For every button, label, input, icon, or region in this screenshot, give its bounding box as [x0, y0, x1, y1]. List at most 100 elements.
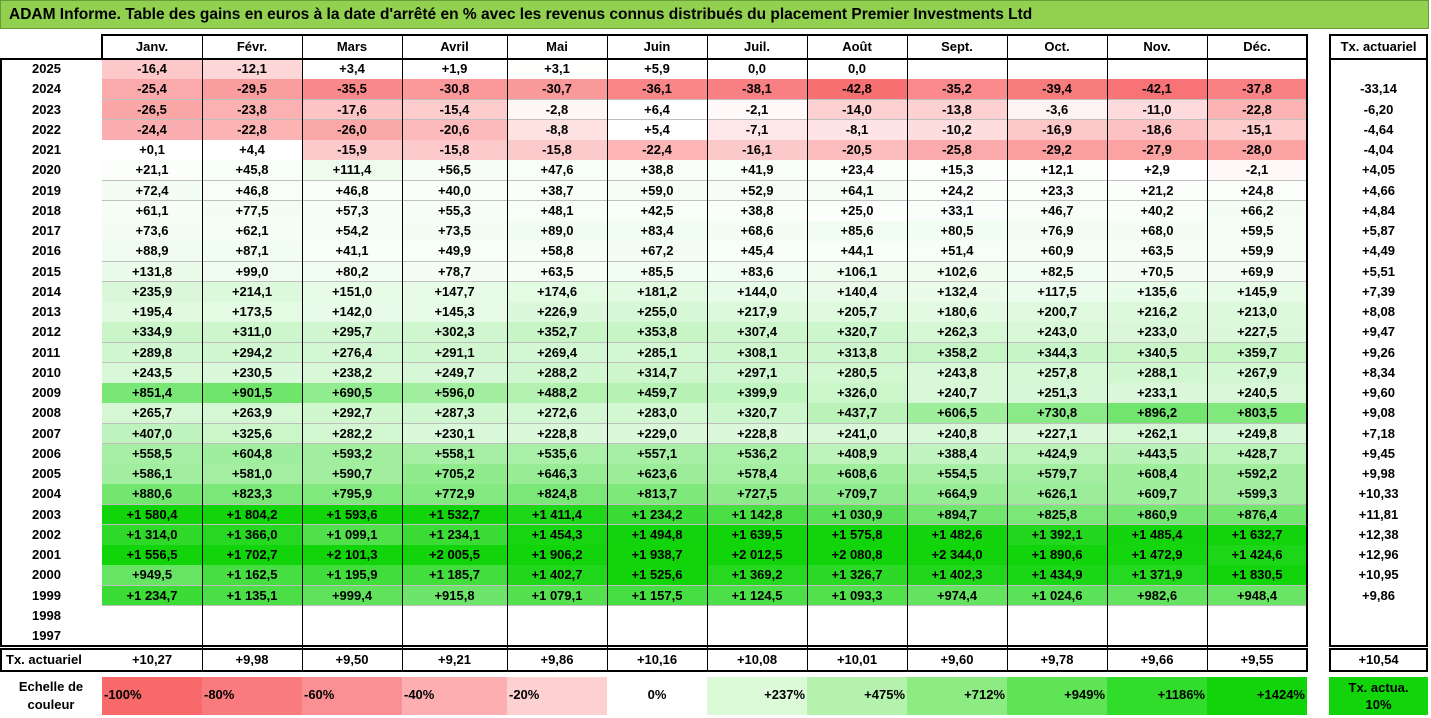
summary-cell: +9,66: [1140, 652, 1174, 668]
value-cell: +1 195,9: [302, 565, 402, 586]
rate-cell: +9,60: [1362, 385, 1395, 400]
scale-swatch: 0%: [607, 677, 707, 715]
value-cell: [1007, 59, 1107, 80]
value-cell: -24,4: [102, 119, 202, 140]
value-cell: [402, 605, 507, 626]
rate-cell: +4,84: [1362, 202, 1395, 218]
rate-cell: +12,38: [1358, 526, 1399, 542]
value-cell: +89,0: [507, 221, 607, 242]
scale-swatch: -100%: [102, 677, 202, 715]
value-cell: +609,7: [1107, 484, 1207, 505]
value-cell: +795,9: [302, 484, 402, 505]
value-cell: +288,1: [1107, 362, 1207, 383]
value-cell: +1 482,6: [907, 524, 1007, 545]
scale-swatch: +1424%: [1207, 677, 1307, 715]
value-cell: +283,0: [607, 403, 707, 424]
column-divider: [302, 34, 303, 673]
value-cell: -16,1: [707, 140, 807, 161]
rate-cell: +8,34: [1362, 364, 1395, 380]
column-divider: [507, 34, 508, 673]
value-cell: +825,8: [1007, 504, 1107, 525]
value-cell: +1 556,5: [102, 545, 202, 566]
value-cell: +1 494,8: [607, 524, 707, 545]
value-cell: +21,1: [102, 160, 202, 181]
column-header: Nov.: [1143, 39, 1171, 54]
value-cell: +326,0: [807, 383, 907, 404]
value-cell: +320,7: [707, 403, 807, 424]
value-cell: +949,5: [102, 565, 202, 586]
value-cell: +80,2: [302, 261, 402, 282]
value-cell: +46,8: [202, 180, 302, 201]
year-label: 2019: [32, 182, 61, 198]
value-cell: [202, 626, 302, 647]
value-cell: +3,4: [302, 59, 402, 80]
value-cell: +181,2: [607, 281, 707, 302]
value-cell: +1 234,1: [402, 524, 507, 545]
value-cell: +233,1: [1107, 383, 1207, 404]
value-cell: +46,8: [302, 180, 402, 201]
value-cell: +1 472,9: [1107, 545, 1207, 566]
value-cell: +1 434,9: [1007, 565, 1107, 586]
value-cell: +230,1: [402, 423, 507, 444]
column-divider: [607, 34, 608, 673]
value-cell: +38,7: [507, 180, 607, 201]
value-cell: +1 485,4: [1107, 524, 1207, 545]
scale-swatch: -80%: [202, 677, 302, 715]
value-cell: +45,8: [202, 160, 302, 181]
value-cell: +586,1: [102, 464, 202, 485]
value-cell: +320,7: [807, 322, 907, 343]
value-cell: -14,0: [807, 99, 907, 120]
value-cell: +1 099,1: [302, 524, 402, 545]
value-cell: +705,2: [402, 464, 507, 485]
value-cell: +85,6: [807, 221, 907, 242]
rate-cell: +4,49: [1362, 243, 1395, 259]
summary-cell: +9,78: [1040, 652, 1074, 668]
column-header: Juil.: [743, 39, 770, 54]
value-cell: +145,9: [1207, 281, 1307, 302]
value-cell: +240,8: [907, 423, 1007, 444]
rate-cell: -4,64: [1363, 121, 1394, 137]
value-cell: [1107, 605, 1207, 626]
value-cell: +399,9: [707, 383, 807, 404]
table-title: ADAM Informe. Table des gains en euros à…: [0, 0, 1429, 29]
value-cell: +99,0: [202, 261, 302, 282]
scale-swatch: -40%: [402, 677, 507, 715]
year-label: 2009: [32, 385, 61, 400]
value-cell: +135,6: [1107, 281, 1207, 302]
value-cell: +1 093,3: [807, 585, 907, 606]
value-cell: +1 402,3: [907, 565, 1007, 586]
year-label: 1999: [32, 587, 61, 603]
value-cell: +82,5: [1007, 261, 1107, 282]
value-cell: +352,7: [507, 322, 607, 343]
value-cell: +1 938,7: [607, 545, 707, 566]
value-cell: +5,9: [607, 59, 707, 80]
value-cell: +813,7: [607, 484, 707, 505]
value-cell: +727,5: [707, 484, 807, 505]
value-cell: +325,6: [202, 423, 302, 444]
summary-cell: +10,16: [636, 652, 678, 668]
value-cell: +772,9: [402, 484, 507, 505]
value-cell: +999,4: [302, 585, 402, 606]
value-cell: +288,2: [507, 362, 607, 383]
year-label: 2025: [32, 61, 61, 76]
value-cell: +213,0: [1207, 302, 1307, 323]
scale-swatch: +949%: [1007, 677, 1107, 715]
value-cell: +87,1: [202, 241, 302, 262]
value-cell: +59,0: [607, 180, 707, 201]
value-cell: [1007, 626, 1107, 647]
value-cell: -16,4: [102, 59, 202, 80]
value-cell: +243,5: [102, 362, 202, 383]
value-cell: +83,4: [607, 221, 707, 242]
year-label: 2023: [32, 101, 61, 117]
value-cell: +626,1: [1007, 484, 1107, 505]
value-cell: [607, 605, 707, 626]
value-cell: +1 906,2: [507, 545, 607, 566]
rate-cell: +9,47: [1362, 324, 1395, 340]
value-cell: +2 012,5: [707, 545, 807, 566]
value-cell: -3,6: [1007, 99, 1107, 120]
value-cell: +2,9: [1107, 160, 1207, 181]
value-cell: +173,5: [202, 302, 302, 323]
value-cell: +72,4: [102, 180, 202, 201]
value-cell: +38,8: [707, 200, 807, 221]
value-cell: +803,5: [1207, 403, 1307, 424]
